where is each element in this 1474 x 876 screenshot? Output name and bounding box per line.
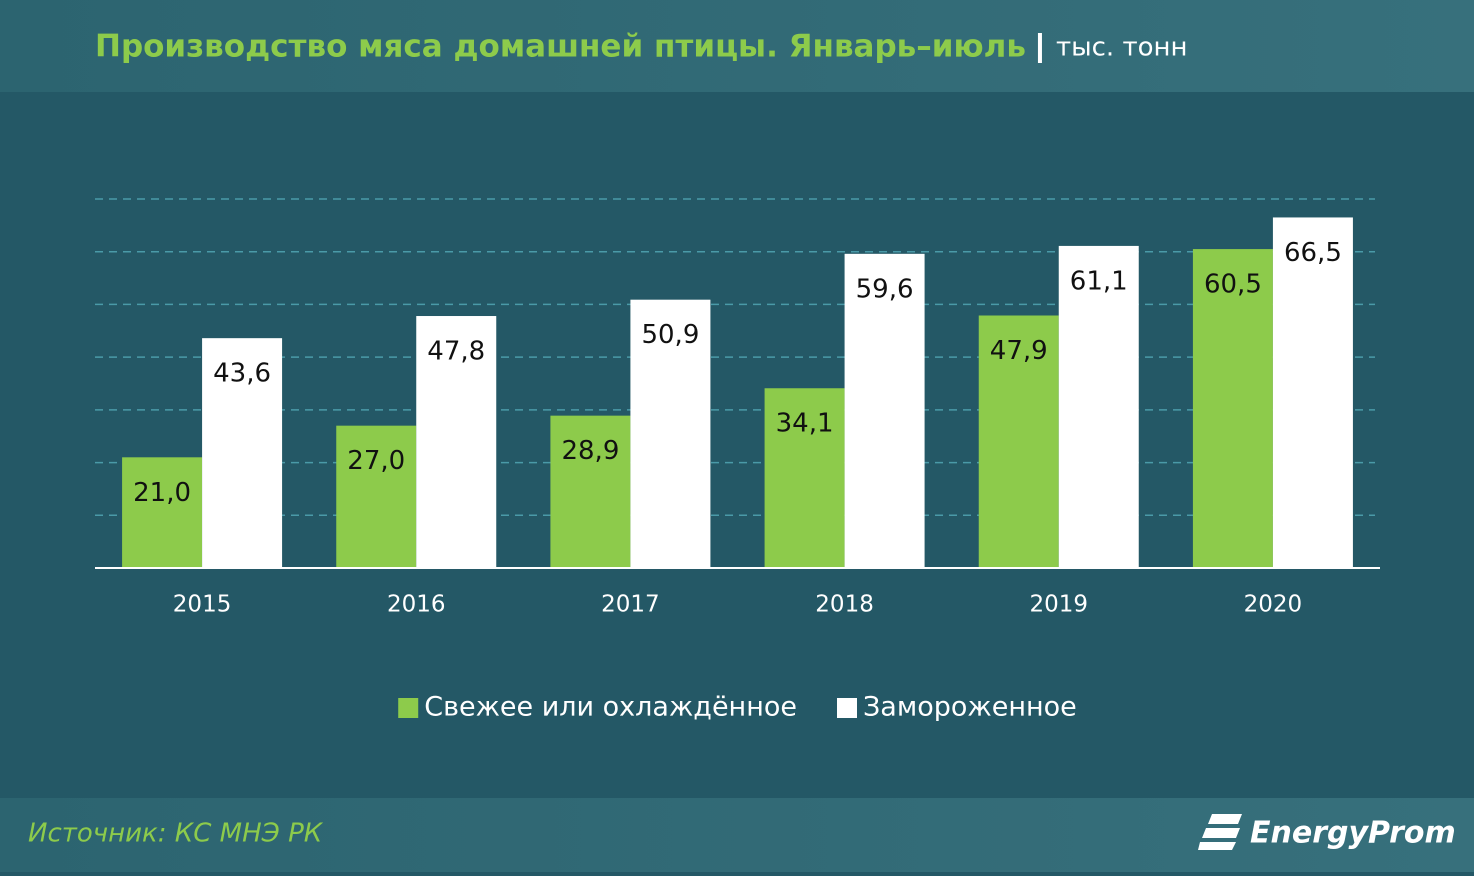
bar (764, 388, 845, 568)
bar (550, 415, 631, 568)
bar (202, 338, 283, 568)
value-label: 59,6 (856, 274, 914, 304)
value-label: 21,0 (133, 478, 191, 508)
value-label: 28,9 (561, 436, 619, 466)
bar (978, 315, 1059, 568)
x-tick-label: 2019 (1029, 592, 1088, 618)
bar (416, 316, 497, 568)
x-tick-label: 2020 (1244, 592, 1303, 618)
value-label: 60,5 (1204, 270, 1262, 300)
bar (1272, 217, 1353, 568)
value-label: 27,0 (347, 446, 405, 476)
value-label: 66,5 (1284, 238, 1342, 268)
bar (122, 457, 203, 568)
legend-swatch (837, 698, 857, 718)
value-label: 47,9 (990, 336, 1048, 366)
legend-swatch (398, 698, 419, 718)
title-separator (1037, 33, 1042, 63)
value-label: 50,9 (641, 320, 699, 350)
value-label: 34,1 (776, 409, 834, 439)
chart-title: Производство мяса домашней птицы. Январь… (95, 29, 1026, 65)
x-tick-label: 2017 (601, 592, 660, 618)
x-tick-label: 2018 (815, 592, 874, 618)
legend-label: Свежее или охлаждённое (424, 692, 797, 723)
value-label: 61,1 (1070, 266, 1128, 296)
value-label: 43,6 (213, 359, 271, 389)
bar (630, 299, 711, 568)
bar (844, 253, 925, 568)
logo: EnergyProm (1250, 816, 1456, 851)
value-label: 47,8 (427, 337, 485, 367)
unit-label: тыс. тонн (1056, 33, 1188, 63)
header-band (0, 0, 1474, 92)
legend-label: Замороженное (863, 692, 1077, 723)
x-tick-label: 2015 (173, 592, 232, 618)
bar (1058, 245, 1139, 568)
x-tick-label: 2016 (387, 592, 446, 618)
bar (1192, 249, 1273, 569)
logo-icon (1198, 814, 1242, 850)
source: Источник: КС МНЭ РК (28, 819, 324, 849)
bar (336, 425, 417, 568)
